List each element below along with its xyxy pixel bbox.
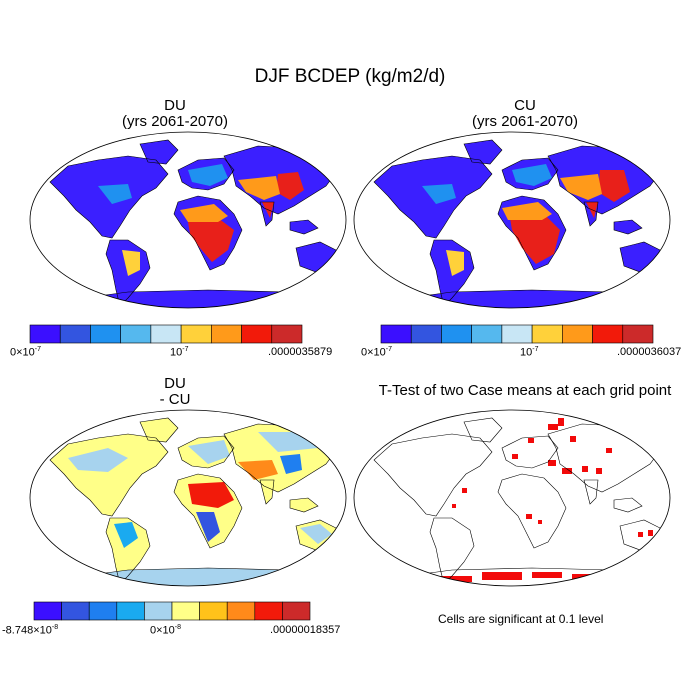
colorbar-swatch: [116, 601, 145, 621]
colorbar-swatch: [171, 601, 200, 621]
panel-du-title-block: DU (yrs 2061-2070): [95, 98, 255, 130]
panel-ttest-title: T-Test of two Case means at each grid po…: [378, 382, 672, 399]
diff-africa-neg: [196, 512, 220, 542]
colorbar-swatch: [254, 601, 283, 621]
colorbar-swatch: [226, 601, 256, 621]
du-europe-mid: [188, 164, 228, 186]
colorbar-swatch: [441, 324, 472, 344]
cu-us-mid: [422, 184, 456, 204]
colorbar-swatch: [380, 324, 412, 344]
colorbar-swatch: [211, 324, 242, 344]
colorbar-swatch: [410, 324, 442, 344]
colorbar-swatch: [88, 601, 118, 621]
cu-sa-mid: [446, 250, 464, 276]
du-us-mid: [98, 184, 132, 204]
colorbar-swatch: [90, 324, 121, 344]
colorbar-swatch: [150, 324, 182, 344]
du-sa-mid: [122, 250, 140, 276]
colorbar-swatch: [120, 324, 152, 344]
panel-diff-title: DU: [164, 375, 186, 392]
du-asia-mid: [238, 176, 280, 200]
cb-diff-mid-label: 0×10-8: [150, 624, 182, 637]
panel-du-title: DU: [164, 97, 186, 114]
colorbar-swatch: [59, 324, 91, 344]
colorbar-swatch: [241, 324, 273, 344]
cu-asia-mid: [560, 174, 602, 200]
colorbar-swatch: [592, 324, 624, 344]
cb-cu-max-label: .0000036037: [617, 346, 682, 358]
du-africa-high: [188, 218, 234, 262]
cu-asia-high: [598, 170, 630, 202]
cb-diff-min-label: -8.748×10-8: [2, 624, 59, 637]
colorbar-swatch: [144, 601, 173, 621]
colorbar-swatch: [271, 324, 303, 344]
panel-diff-subtitle: - CU: [159, 391, 191, 408]
colorbar-cu: [380, 324, 654, 344]
colorbar-du: [29, 324, 303, 344]
colorbar-swatch: [282, 601, 311, 621]
panel-cu-title: CU: [514, 97, 536, 114]
colorbar-swatch: [180, 324, 212, 344]
ttest-note: Cells are significant at 0.1 level: [438, 612, 604, 626]
colorbar-swatch: [501, 324, 533, 344]
diff-asia-pos: [238, 460, 278, 480]
diff-asia-mixed: [280, 454, 302, 474]
cb-diff-max-label: .00000018357: [270, 624, 341, 636]
colorbar-swatch: [562, 324, 593, 344]
map-du: [29, 131, 347, 309]
diff-europe-neg: [188, 440, 230, 464]
figure-title: DJF BCDEP (kg/m2/d): [254, 66, 446, 87]
diff-na-neg: [68, 448, 128, 472]
colorbar-swatch: [33, 601, 62, 621]
map-diff: [29, 409, 347, 587]
cb-du-min-label: 0×10-7: [10, 346, 42, 359]
colorbar-swatch: [199, 601, 228, 621]
diff-antarctica-neg: [68, 568, 328, 586]
cb-cu-mid-label: 10-7: [520, 346, 539, 359]
map-cu: [353, 131, 671, 309]
cb-du-mid-label: 10-7: [170, 346, 189, 359]
colorbar-swatch: [471, 324, 503, 344]
colorbar-swatch: [622, 324, 654, 344]
panel-cu-subtitle: (yrs 2061-2070): [472, 113, 578, 130]
diff-sa-neg: [114, 522, 138, 548]
cu-europe-mid: [512, 164, 552, 186]
du-africa-mid: [180, 204, 228, 222]
cb-du-max-label: .0000035879: [268, 346, 333, 358]
cu-africa-high: [510, 214, 560, 264]
cu-africa-mid: [502, 202, 552, 220]
panel-cu-title-block: CU (yrs 2061-2070): [445, 98, 605, 130]
diff-africa-pos: [188, 482, 234, 508]
map-ttest: [353, 409, 671, 587]
du-asia-high: [276, 172, 304, 200]
colorbar-diff: [33, 601, 311, 621]
colorbar-swatch: [29, 324, 61, 344]
diff-australia: [300, 524, 332, 544]
panel-diff-title-block: DU - CU: [95, 376, 255, 408]
panel-du-subtitle: (yrs 2061-2070): [122, 113, 228, 130]
cb-cu-min-label: 0×10-7: [361, 346, 393, 359]
colorbar-swatch: [531, 324, 563, 344]
colorbar-swatch: [61, 601, 90, 621]
